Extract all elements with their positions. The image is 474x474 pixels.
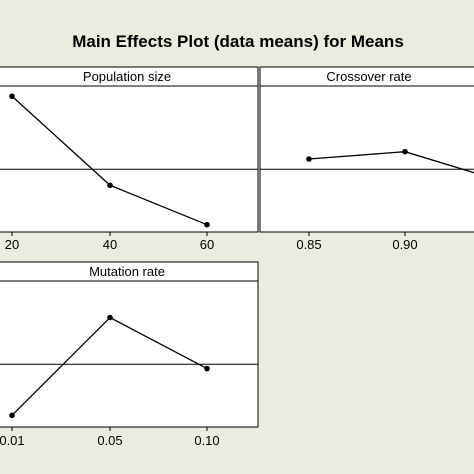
panel-title: Crossover rate [326, 69, 411, 84]
panel-0: Population size 20 40 60 [0, 66, 259, 252]
x-tick-label: 40 [103, 237, 117, 252]
panel-1: Crossover rate 0.85 0.90 [259, 66, 474, 252]
panel-2: Mutation rate 0.01 0.05 0.10 [0, 261, 259, 448]
x-tick-label: 0.85 [296, 237, 321, 252]
data-point [402, 148, 408, 155]
data-point [9, 412, 15, 419]
data-point [204, 365, 210, 372]
x-tick-label: 60 [200, 237, 214, 252]
panel-title: Population size [83, 69, 171, 84]
panel-frame [0, 66, 259, 233]
data-point [107, 182, 113, 189]
figure-title: Main Effects Plot (data means) for Means [72, 32, 404, 51]
x-tick-label: 20 [5, 237, 19, 252]
x-tick-label: 0.05 [97, 433, 122, 448]
panel-title: Mutation rate [89, 264, 165, 279]
plot-area [260, 148, 474, 174]
x-tick-label: 0.01 [0, 433, 25, 448]
panel-frame [259, 66, 474, 233]
panel-frame [0, 261, 259, 428]
data-point [107, 314, 113, 321]
data-point [204, 221, 210, 228]
x-tick-label: 0.10 [194, 433, 219, 448]
plot-area [0, 93, 258, 228]
data-point [306, 156, 312, 162]
data-point [9, 93, 15, 100]
x-tick-label: 0.90 [392, 237, 417, 252]
panels-layer: Population size 20 40 60 Crossover rate 0.85 0… [0, 66, 474, 448]
plot-area [0, 314, 258, 419]
